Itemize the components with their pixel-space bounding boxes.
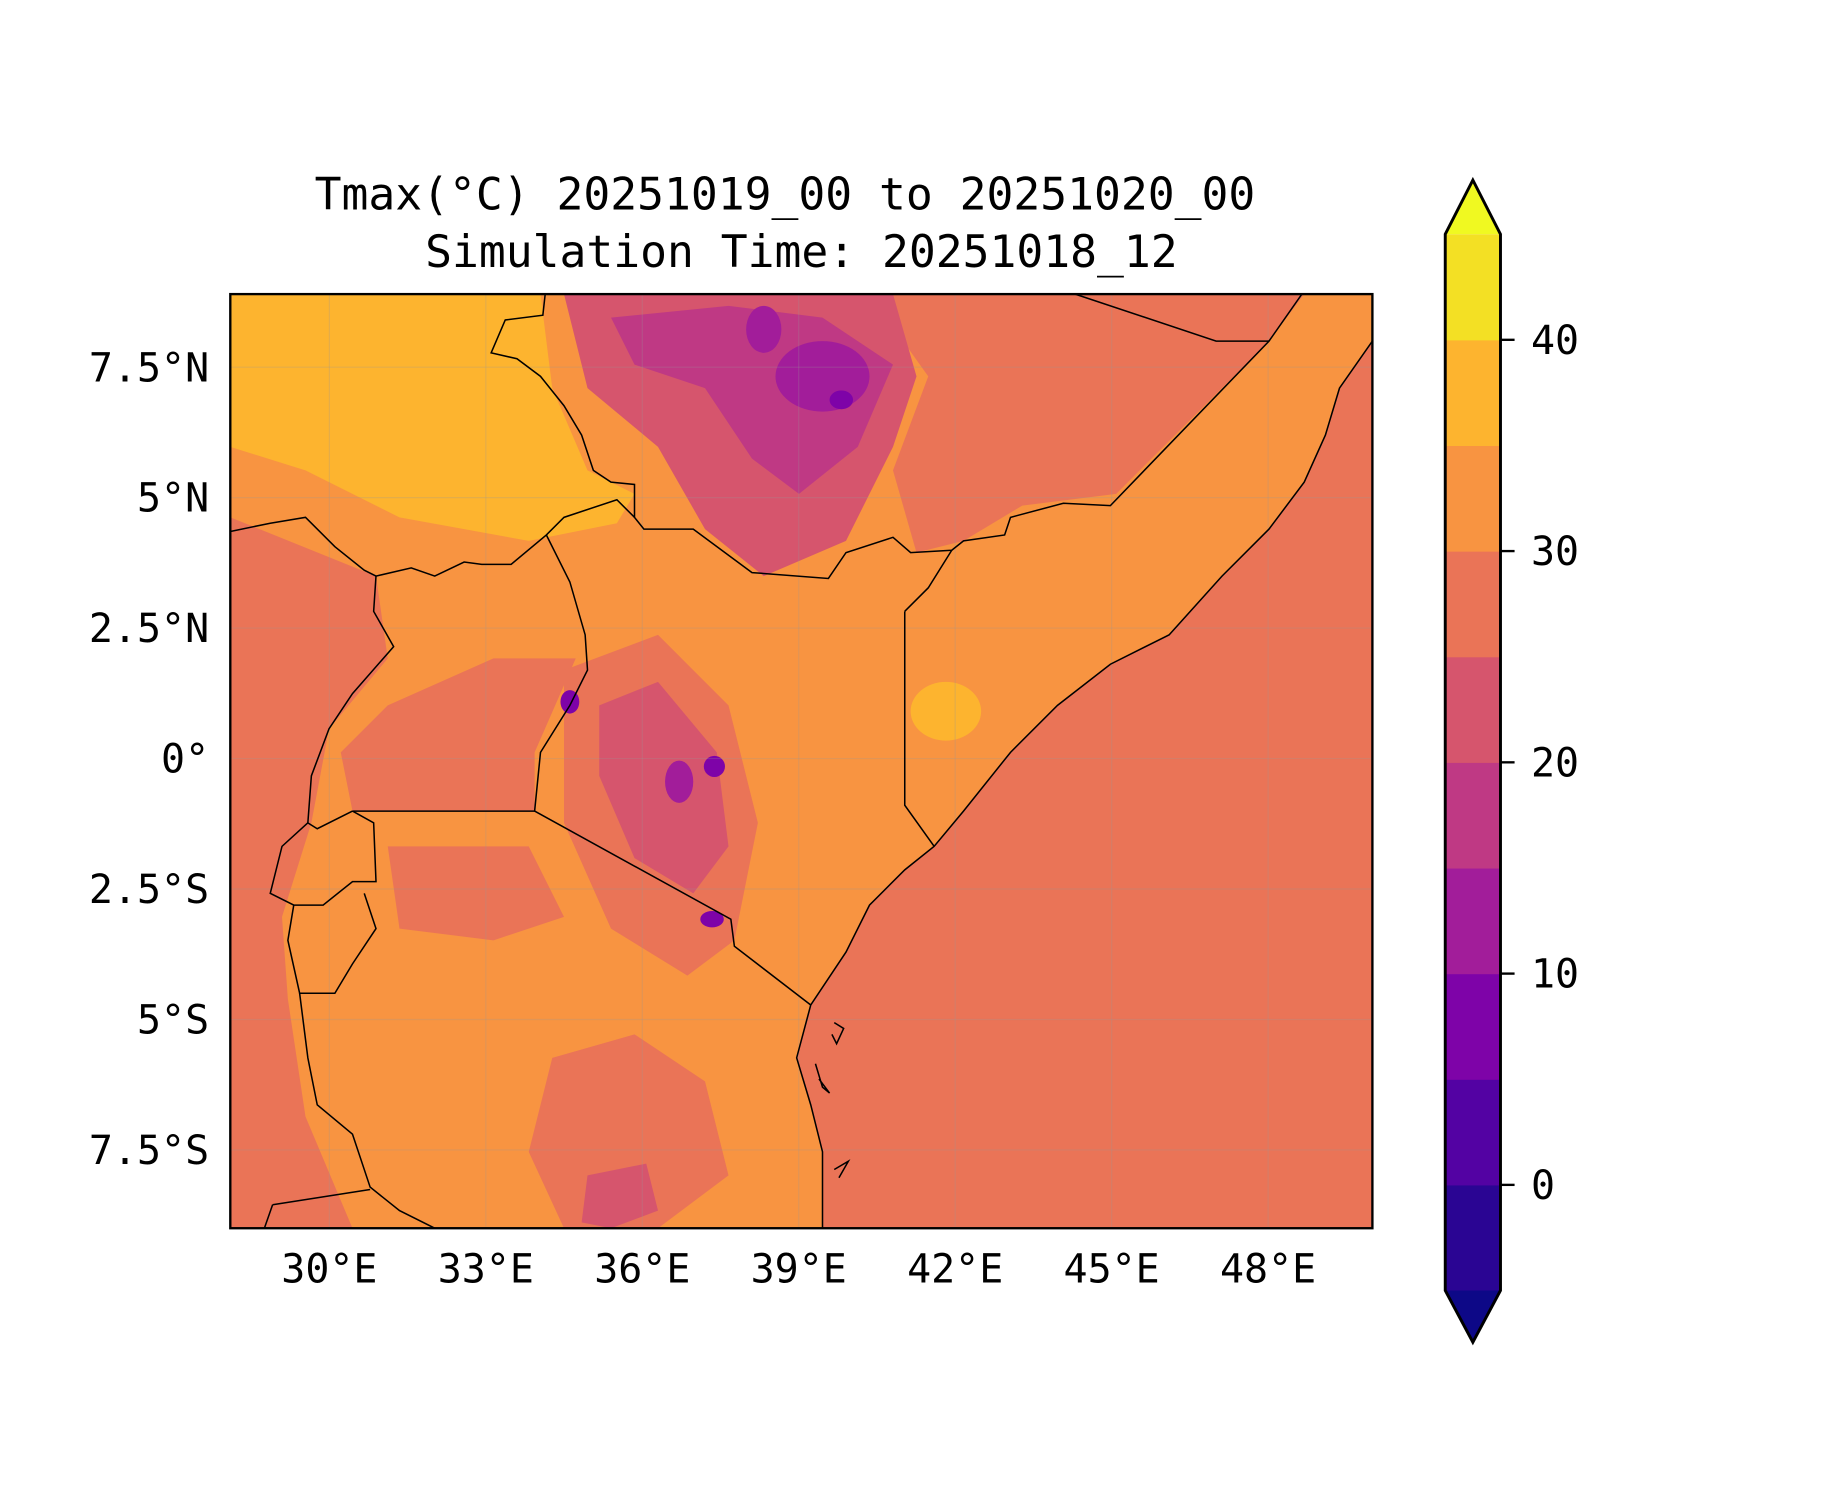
colorbar-segment <box>1445 1079 1501 1186</box>
colorbar-extend-max <box>1445 180 1501 235</box>
cold-spot <box>665 760 694 803</box>
y-tick-label: 0° <box>161 737 209 783</box>
warm-region-ethiopia-east <box>869 294 1305 553</box>
x-tick-label: 42°E <box>907 1246 1003 1292</box>
colorbar-segment <box>1445 551 1501 658</box>
colorbar-segment <box>1445 973 1501 1080</box>
chart-subtitle: Simulation Time: 20251018_12 <box>425 226 1178 278</box>
x-tick-label: 33°E <box>438 1246 534 1292</box>
warm-region-tanzania-south <box>528 1034 729 1229</box>
cold-spot <box>775 341 870 412</box>
colorbar-segment <box>1445 339 1501 447</box>
y-tick-label: 5°S <box>137 998 209 1044</box>
country-borders <box>230 294 1373 1229</box>
x-axis: 30°E 33°E 36°E 39°E 42°E 45°E 48°E <box>281 1246 1316 1292</box>
y-tick-label: 7.5°S <box>89 1128 209 1174</box>
y-tick-label: 5°N <box>137 476 209 522</box>
colorbar-segment <box>1445 762 1501 869</box>
x-tick-label: 30°E <box>281 1246 377 1292</box>
colorbar-segment <box>1445 867 1501 975</box>
x-tick-label: 36°E <box>594 1246 690 1292</box>
hot-region-sudan <box>230 294 635 541</box>
colorbar-extend-min <box>1445 1290 1501 1343</box>
highland-tanzania-south <box>581 1163 658 1229</box>
warm-region-west <box>230 517 388 1229</box>
colorbar-segment <box>1445 445 1501 552</box>
colorbar-tick-label: 30 <box>1531 529 1579 575</box>
plot-frame <box>229 292 1374 1230</box>
colorbar-segment <box>1445 656 1501 763</box>
colorbar-tick-label: 20 <box>1531 740 1579 786</box>
x-tick-label: 39°E <box>751 1246 847 1292</box>
colorbar-tick-label: 10 <box>1531 952 1579 998</box>
cold-spot <box>703 755 725 778</box>
map-field <box>230 294 1373 1229</box>
y-tick-label: 2.5°S <box>89 867 209 913</box>
warm-region-lake-victoria <box>340 658 576 812</box>
colorbar-tick-label: 0 <box>1531 1163 1555 1209</box>
grid <box>230 294 1373 1229</box>
y-tick-label: 2.5°N <box>89 606 209 652</box>
y-tick-label: 7.5°N <box>89 345 209 391</box>
y-axis: 7.5°N 5°N 2.5°N 0° 2.5°S 5°S 7.5°S <box>89 345 209 1174</box>
colorbar-segment <box>1445 1184 1501 1292</box>
cold-spot <box>700 910 724 928</box>
colorbar-segment <box>1445 234 1501 341</box>
warm-region-west-tanzania <box>387 846 564 941</box>
hot-region-somalia <box>910 681 982 741</box>
cold-spot <box>829 390 854 410</box>
x-tick-label: 48°E <box>1220 1246 1316 1292</box>
colorbar: 0 10 20 30 40 <box>1443 176 1579 1346</box>
highland-kenya-core <box>599 681 729 894</box>
chart-title: Tmax(°C) 20251019_00 to 20251020_00 <box>315 169 1256 221</box>
colorbar-tick-label: 40 <box>1531 318 1579 364</box>
colorbar-outline <box>1443 176 1502 1346</box>
cold-spot <box>746 305 782 353</box>
x-tick-label: 45°E <box>1064 1246 1160 1292</box>
